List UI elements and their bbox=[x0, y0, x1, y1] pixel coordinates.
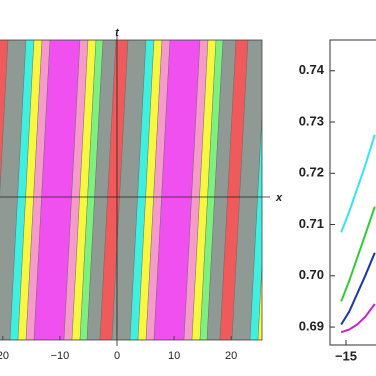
contour-band bbox=[111, 40, 147, 340]
line-plot bbox=[340, 134, 376, 334]
contour-band bbox=[99, 40, 129, 340]
contour-band bbox=[33, 40, 81, 340]
x-tick-label: −10 bbox=[51, 350, 70, 362]
contour-band bbox=[129, 40, 155, 340]
contour-plot bbox=[0, 40, 356, 340]
contour-band bbox=[320, 40, 343, 340]
line-series bbox=[340, 303, 376, 334]
contour-band bbox=[9, 40, 35, 340]
y-tick-label: 0.73 bbox=[299, 113, 324, 128]
contour-band bbox=[183, 40, 209, 340]
y-tick-label: 0.74 bbox=[299, 62, 325, 77]
contour-band bbox=[199, 40, 224, 340]
contour-band bbox=[17, 40, 43, 340]
x-tick-label: 20 bbox=[225, 350, 237, 362]
y-tick-label: 0.72 bbox=[299, 165, 324, 180]
contour-band bbox=[25, 40, 51, 340]
line-series bbox=[340, 134, 376, 233]
contour-band bbox=[219, 40, 249, 340]
contour-band bbox=[231, 40, 262, 340]
contour-band bbox=[312, 40, 336, 340]
y-tick-label: 0.71 bbox=[299, 216, 324, 231]
y-axis-label: t bbox=[115, 27, 120, 39]
contour-band bbox=[304, 40, 328, 340]
contour-band bbox=[266, 40, 290, 340]
line-series bbox=[340, 206, 376, 302]
x-tick-label: 20 bbox=[0, 350, 9, 362]
contour-band bbox=[86, 40, 117, 340]
contour-band bbox=[153, 40, 201, 340]
line-series bbox=[340, 252, 376, 326]
contour-band bbox=[63, 40, 89, 340]
contour-band bbox=[79, 40, 104, 340]
plot-frame bbox=[0, 39, 263, 341]
contour-band bbox=[0, 40, 27, 340]
x-tick-label: 0 bbox=[114, 350, 120, 362]
x-axis-label: x bbox=[275, 192, 283, 204]
y-tick-label: 0.69 bbox=[299, 318, 324, 333]
contour-band bbox=[257, 261, 262, 340]
contour-band bbox=[206, 40, 237, 340]
x-tick-label: −15 bbox=[335, 348, 357, 363]
contour-band bbox=[145, 40, 171, 340]
contour-band bbox=[191, 40, 217, 340]
x-tick-label: 10 bbox=[168, 350, 180, 362]
contour-band bbox=[327, 40, 356, 340]
contour-band bbox=[71, 40, 97, 340]
contour-band bbox=[137, 40, 163, 340]
y-tick-label: 0.70 bbox=[299, 267, 324, 282]
contour-band bbox=[274, 40, 320, 340]
contour-band bbox=[249, 111, 262, 340]
plot-frame bbox=[329, 39, 376, 346]
